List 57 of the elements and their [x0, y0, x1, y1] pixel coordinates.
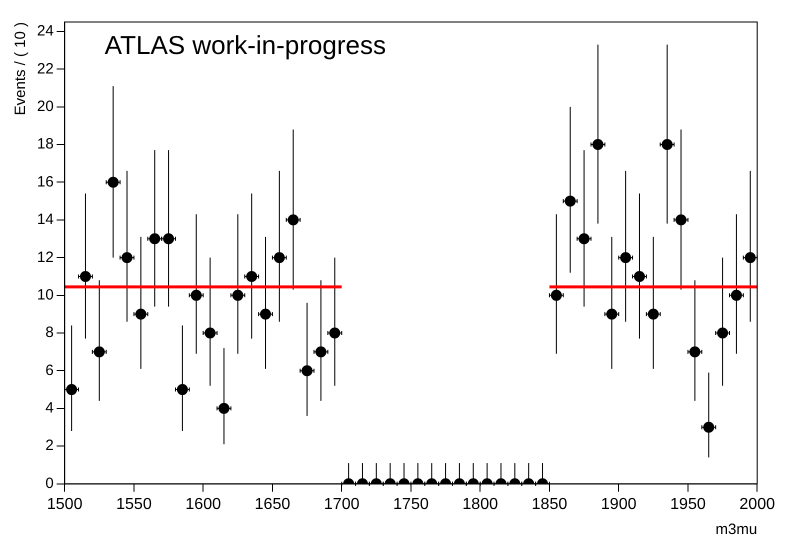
point	[260, 308, 272, 320]
x-tick-label: 1650	[254, 496, 290, 513]
point	[634, 270, 645, 282]
y-tick-label: 22	[36, 60, 54, 78]
point	[620, 252, 632, 264]
y-tick-label: 10	[36, 286, 54, 304]
x-tick-label: 1550	[116, 496, 152, 513]
x-tick-label: 1600	[185, 496, 222, 513]
y-tick-label: 16	[36, 173, 54, 190]
x-tick-label: 1800	[462, 496, 498, 513]
point	[190, 290, 202, 301]
point	[676, 214, 687, 226]
y-tick-label: 0	[45, 474, 54, 492]
point	[689, 346, 700, 358]
point	[274, 252, 285, 264]
point	[550, 290, 562, 301]
point	[315, 346, 326, 358]
point	[135, 308, 146, 320]
point	[648, 308, 659, 320]
point	[744, 252, 756, 264]
point	[288, 214, 299, 226]
point	[578, 233, 590, 244]
point	[94, 346, 105, 358]
x-tick-label: 1500	[46, 496, 83, 513]
point	[592, 139, 604, 150]
point	[606, 308, 618, 320]
y-tick-label: 6	[45, 362, 54, 379]
point	[564, 196, 576, 207]
point	[329, 328, 340, 339]
x-tick-label: 1900	[600, 496, 637, 513]
point	[232, 290, 244, 301]
y-tick-label: 14	[36, 211, 54, 228]
point	[204, 328, 216, 339]
point	[717, 328, 728, 339]
point	[730, 290, 742, 301]
point	[80, 270, 91, 282]
point	[246, 270, 258, 282]
y-axis-title: Events / ( 10 )	[12, 22, 30, 116]
y-tick-label: 24	[36, 22, 54, 40]
point	[302, 365, 313, 376]
x-tick-label: 2000	[739, 496, 776, 513]
y-tick-label: 20	[36, 98, 54, 115]
y-tick-label: 2	[45, 437, 54, 454]
x-axis-title: m3mu	[716, 521, 758, 538]
x-tick-label: 1700	[324, 496, 360, 513]
point	[662, 139, 673, 150]
x-tick-label: 1950	[670, 496, 706, 513]
annotation: ATLAS work-in-progress	[104, 30, 386, 60]
point	[122, 252, 133, 264]
y-tick-label: 4	[45, 400, 54, 417]
point	[108, 176, 119, 188]
point	[218, 402, 230, 414]
x-tick-label: 1750	[393, 496, 429, 513]
x-tick-label: 1850	[532, 496, 568, 513]
y-tick-label: 18	[36, 136, 54, 153]
y-tick-label: 12	[36, 248, 54, 266]
y-tick-label: 8	[45, 324, 54, 342]
